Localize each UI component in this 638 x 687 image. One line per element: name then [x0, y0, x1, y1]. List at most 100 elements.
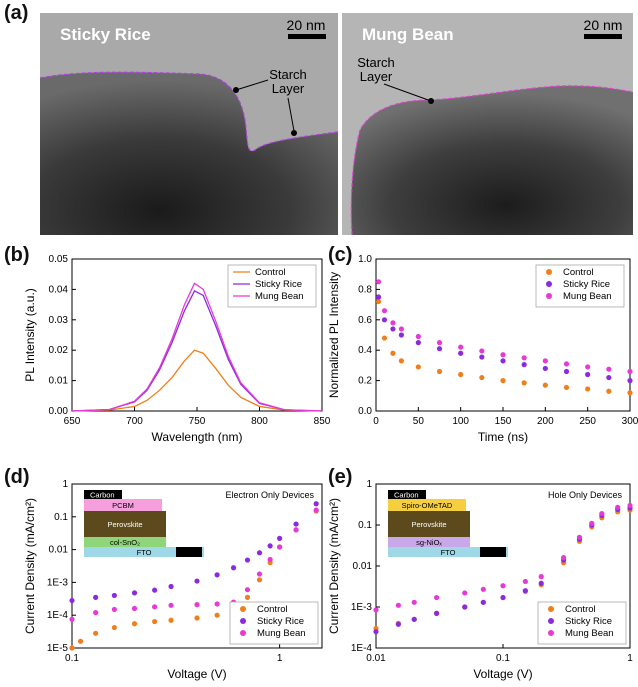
- starch-label-a-line1: Starch: [269, 67, 307, 82]
- device-layer-label: FTO: [137, 548, 152, 557]
- scalebar-label-b: 20 nm: [584, 17, 623, 33]
- starch-label-a-line2: Layer: [272, 81, 305, 96]
- starch-dot-a2: [291, 130, 297, 136]
- legend-label: Mung Bean: [563, 291, 612, 302]
- data-point: [436, 368, 443, 375]
- y-tick-label: 0.03: [49, 315, 69, 326]
- data-point: [563, 368, 570, 375]
- x-tick-label: 700: [126, 416, 143, 427]
- data-point: [256, 577, 263, 583]
- data-point: [436, 340, 443, 346]
- data-point: [462, 590, 468, 596]
- data-point: [214, 612, 220, 618]
- data-point: [585, 371, 591, 378]
- panel-letter-c: (c): [328, 244, 353, 266]
- legend-label: Mung Bean: [255, 291, 304, 302]
- series-line-2: [71, 282, 323, 412]
- scalebar-b: [584, 34, 622, 39]
- data-point: [256, 571, 263, 577]
- legend-swatch: [546, 269, 552, 275]
- image-title-sticky-rice: Sticky Rice: [60, 25, 151, 44]
- x-tick-label: 0: [373, 416, 379, 427]
- data-point: [390, 320, 396, 326]
- y-tick-label: 0.01: [49, 545, 69, 556]
- data-point: [615, 504, 621, 510]
- starch-label-b-line2: Layer: [360, 69, 393, 84]
- data-point: [606, 374, 612, 381]
- data-point: [277, 535, 283, 541]
- data-point: [479, 348, 485, 354]
- y-tick-label: 1E-5: [47, 643, 69, 654]
- legend-swatch: [548, 630, 554, 636]
- data-point: [436, 346, 443, 352]
- data-point: [390, 350, 396, 356]
- legend-label: Sticky Rice: [257, 616, 304, 627]
- data-point: [69, 616, 75, 622]
- data-point: [627, 378, 633, 384]
- data-point: [111, 606, 117, 613]
- data-point: [375, 294, 382, 300]
- data-point: [538, 574, 544, 580]
- data-point: [599, 510, 605, 517]
- y-tick-label: 0.6: [358, 315, 372, 326]
- data-point: [500, 352, 506, 358]
- particle-mung-bean: [351, 85, 633, 235]
- data-point: [375, 298, 382, 305]
- x-axis-label: Voltage (V): [473, 667, 532, 681]
- device-electrode: [176, 547, 202, 557]
- device-layer-label: Carbon: [394, 491, 419, 500]
- x-tick-label: 800: [251, 416, 268, 427]
- device-electrode: [480, 547, 506, 557]
- x-axis-label: Voltage (V): [167, 667, 226, 681]
- y-tick-label: 0.02: [49, 345, 69, 356]
- data-point: [381, 308, 388, 314]
- legend-swatch: [546, 281, 552, 287]
- data-point: [479, 354, 485, 360]
- y-tick-label: 1E-4: [351, 643, 373, 654]
- device-layer-label: Perovskite: [107, 520, 142, 529]
- y-tick-label: 1: [62, 479, 68, 490]
- data-point: [194, 615, 200, 621]
- starch-label-b-line1: Starch: [357, 55, 395, 70]
- x-tick-label: 850: [314, 416, 331, 427]
- data-point: [93, 594, 99, 600]
- data-point: [69, 597, 75, 604]
- y-tick-label: 0.2: [358, 376, 372, 387]
- data-point: [277, 544, 283, 550]
- data-point: [77, 638, 84, 644]
- data-point: [381, 317, 388, 323]
- y-tick-label: 1E-3: [47, 577, 69, 588]
- plot-frame: [71, 483, 323, 649]
- data-point: [398, 326, 404, 332]
- data-point: [521, 355, 527, 361]
- y-tick-label: 1.0: [358, 254, 372, 265]
- y-tick-label: 1E-3: [351, 602, 373, 613]
- data-point: [313, 501, 319, 507]
- data-point: [479, 374, 485, 381]
- data-point: [395, 602, 401, 608]
- data-point: [168, 602, 174, 608]
- data-point: [415, 364, 421, 370]
- data-point: [522, 578, 528, 585]
- data-point: [538, 580, 544, 586]
- data-point: [500, 358, 506, 364]
- x-tick-label: 750: [189, 416, 206, 427]
- device-layer-label: Spiro-OMeTAD: [402, 501, 453, 510]
- device-layer-label: col-SnO₂: [110, 538, 140, 547]
- data-point: [230, 565, 237, 571]
- data-point: [627, 502, 633, 509]
- x-axis-label: Wavelength (nm): [152, 430, 243, 444]
- data-point: [244, 587, 251, 593]
- data-point: [194, 602, 200, 608]
- y-tick-label: 0.04: [49, 284, 69, 295]
- x-axis-label: Time (ns): [478, 430, 528, 444]
- x-tick-label: 100: [452, 416, 469, 427]
- data-point: [542, 358, 548, 364]
- data-point: [458, 344, 464, 350]
- legend-label: Sticky Rice: [255, 279, 302, 290]
- data-point: [563, 361, 570, 367]
- y-tick-label: 0.01: [353, 561, 373, 572]
- data-point: [542, 365, 548, 372]
- data-point: [415, 333, 421, 340]
- data-point: [398, 332, 404, 338]
